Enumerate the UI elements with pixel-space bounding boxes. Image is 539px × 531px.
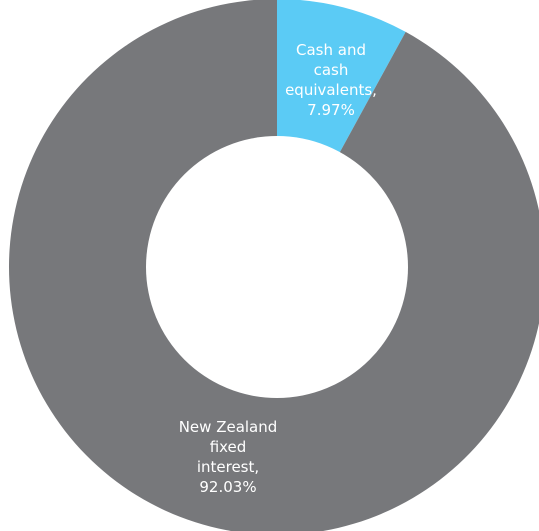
slice-label-cash-and-cash-equivalents: Cash and cash equivalents, 7.97% bbox=[285, 41, 377, 119]
slice-label-line: New Zealand bbox=[179, 418, 278, 436]
slice-label-line: 7.97% bbox=[307, 101, 355, 119]
slice-label-line: 92.03% bbox=[199, 478, 256, 496]
slice-label-line: interest, bbox=[197, 458, 259, 476]
slice-label-line: equivalents, bbox=[285, 81, 377, 99]
slice-label-line: Cash and bbox=[296, 41, 366, 59]
slice-label-line: cash bbox=[314, 61, 349, 79]
slice-label-new-zealand-fixed-interest: New Zealand fixed interest, 92.03% bbox=[179, 418, 278, 496]
slice-label-line: fixed bbox=[210, 438, 247, 456]
slice-labels: Cash and cash equivalents, 7.97% New Zealand… bbox=[179, 41, 377, 496]
donut-hole bbox=[146, 136, 408, 398]
